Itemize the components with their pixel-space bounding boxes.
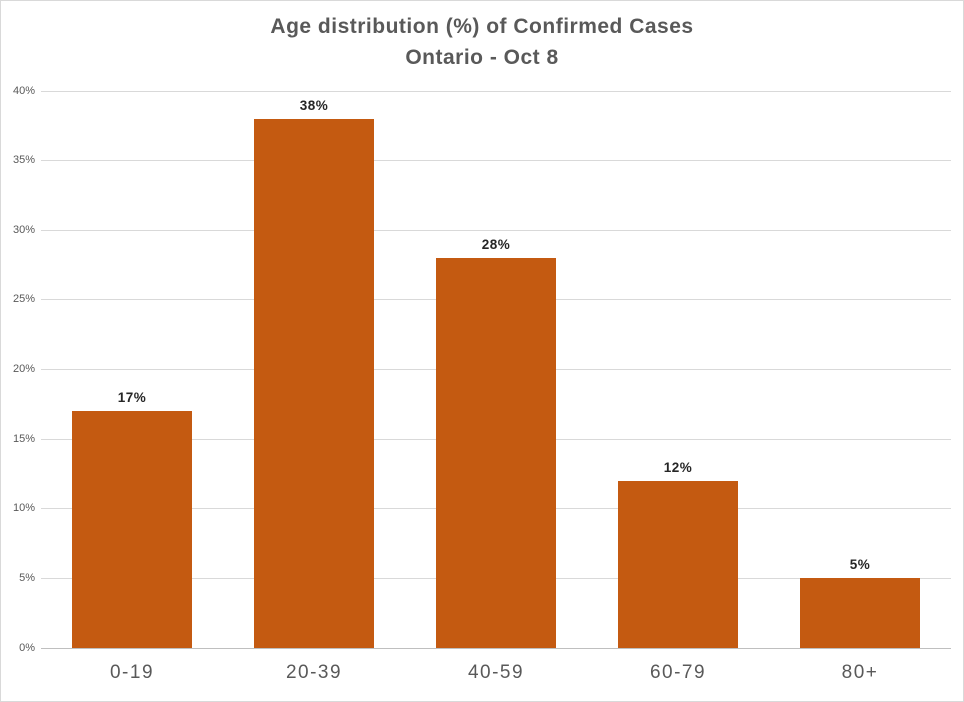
x-axis-category-label: 0-19 (109, 662, 155, 683)
x-axis-line (41, 647, 951, 649)
bar-20-39 (254, 118, 374, 648)
bar-60-79 (618, 480, 738, 648)
bar-value-label: 17% (117, 390, 147, 406)
x-axis-category-label: 80+ (841, 662, 879, 683)
gridline (41, 90, 951, 92)
y-axis-tick-label: 40% (12, 84, 35, 97)
bar-value-label: 5% (849, 557, 871, 573)
y-axis-tick-label: 5% (19, 571, 35, 584)
y-axis-tick-label: 10% (12, 502, 35, 515)
x-axis-category-label: 60-79 (649, 662, 707, 683)
bar-0-19 (72, 411, 192, 648)
x-axis-category-label: 20-39 (285, 662, 343, 683)
chart-subtitle: Ontario - Oct 8 (405, 46, 559, 69)
bar-value-label: 38% (299, 97, 329, 113)
y-axis-tick-label: 20% (12, 363, 35, 375)
x-axis-category-label: 40-59 (467, 662, 525, 683)
bar-value-label: 28% (481, 237, 511, 253)
gridline (41, 160, 951, 162)
bar-40-59 (436, 258, 556, 648)
chart-title: Age distribution (%) of Confirmed Cases (270, 15, 694, 38)
y-axis-tick-label: 15% (12, 432, 35, 445)
bar-80+ (800, 578, 920, 648)
y-axis-tick-label: 25% (12, 293, 35, 306)
y-axis-tick-label: 0% (19, 641, 35, 654)
y-axis-tick-label: 35% (12, 154, 35, 167)
bar-value-label: 12% (663, 459, 693, 475)
gridline (41, 229, 951, 231)
y-axis-tick-label: 30% (12, 223, 35, 236)
